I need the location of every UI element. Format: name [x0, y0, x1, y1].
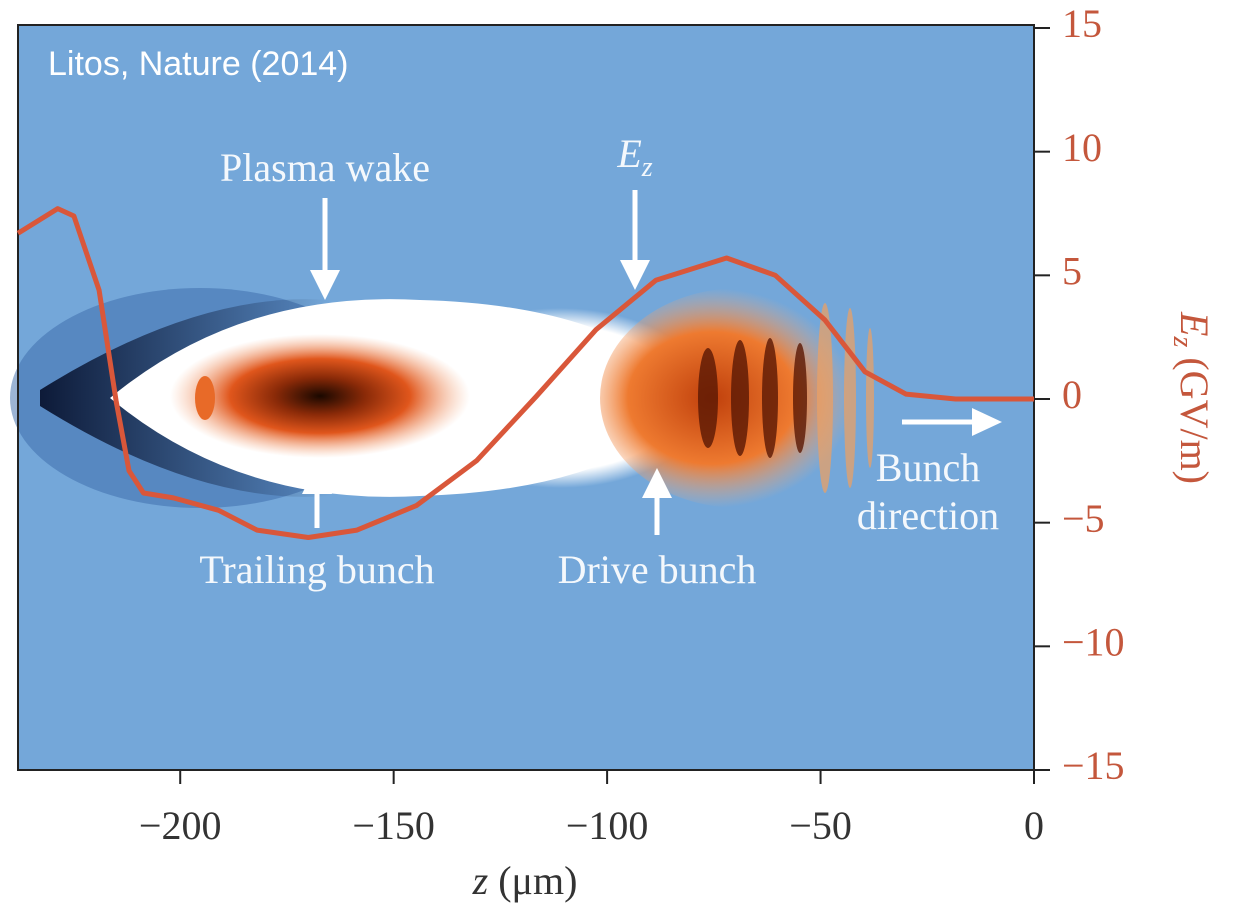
x-tick-label: 0 — [1024, 803, 1044, 848]
x-tick-label: −50 — [789, 803, 852, 848]
annotation-subscript: z — [641, 152, 653, 183]
annotation: Drive bunch — [558, 547, 757, 592]
page: Plasma wake Ez Trailing bunch Drive bunc… — [0, 0, 1234, 920]
x-tick-label: −200 — [139, 803, 222, 848]
annotation-symbol: E — [616, 131, 641, 176]
x-axis-label: z (μm) — [472, 858, 578, 903]
y-axis-label: Ez (GV/m) — [1167, 311, 1217, 484]
y-tick-label: −10 — [1062, 620, 1125, 665]
annotation: Bunch — [876, 445, 980, 490]
heatmap — [10, 25, 1034, 770]
y-tick-label: −5 — [1062, 496, 1105, 541]
x-tick-label: −150 — [352, 803, 435, 848]
annotation: Trailing bunch — [199, 547, 434, 592]
y-axis-symbol: E — [1172, 311, 1217, 336]
x-tick-label: −100 — [566, 803, 649, 848]
y-axis-unit: (GV/m) — [1172, 347, 1217, 484]
x-axis-unit: (μm) — [498, 858, 577, 903]
y-tick-label: 5 — [1062, 249, 1082, 294]
y-tick-label: 10 — [1062, 125, 1102, 170]
x-axis-symbol: z — [472, 858, 489, 903]
y-axis-subscript: z — [1167, 335, 1198, 347]
source-label: Litos, Nature (2014) — [48, 45, 349, 83]
chart: Plasma wake Ez Trailing bunch Drive bunc… — [0, 0, 1234, 920]
annotation: Plasma wake — [220, 145, 430, 190]
y-tick-label: 15 — [1062, 1, 1102, 46]
annotation: direction — [857, 493, 999, 538]
y-tick-label: −15 — [1062, 743, 1125, 788]
y-tick-label: 0 — [1062, 372, 1082, 417]
